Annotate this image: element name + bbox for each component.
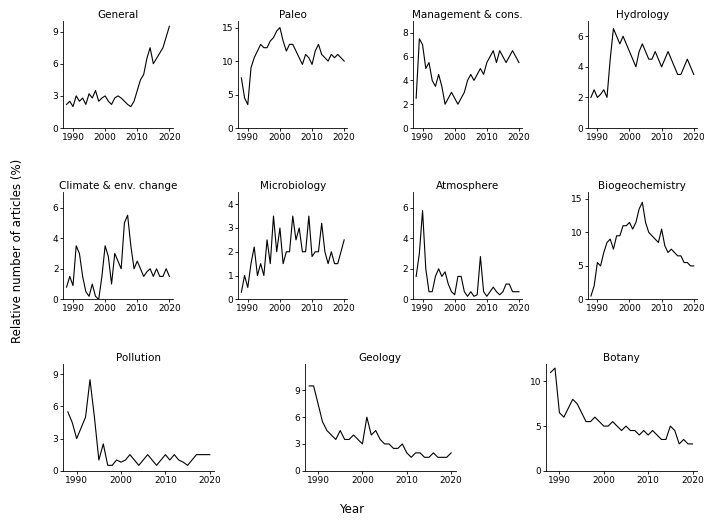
Title: Pollution: Pollution	[116, 353, 161, 363]
Title: Microbiology: Microbiology	[260, 181, 326, 191]
Title: Hydrology: Hydrology	[616, 10, 669, 20]
Title: Botany: Botany	[603, 353, 640, 363]
Title: Atmosphere: Atmosphere	[436, 181, 499, 191]
Title: Geology: Geology	[358, 353, 402, 363]
Title: Biogeochemistry: Biogeochemistry	[598, 181, 686, 191]
Text: Year: Year	[339, 503, 365, 516]
Title: Paleo: Paleo	[279, 10, 307, 20]
Text: Relative number of articles (%): Relative number of articles (%)	[11, 159, 23, 343]
Title: Management & cons.: Management & cons.	[412, 10, 523, 20]
Title: Climate & env. change: Climate & env. change	[59, 181, 177, 191]
Title: General: General	[97, 10, 139, 20]
